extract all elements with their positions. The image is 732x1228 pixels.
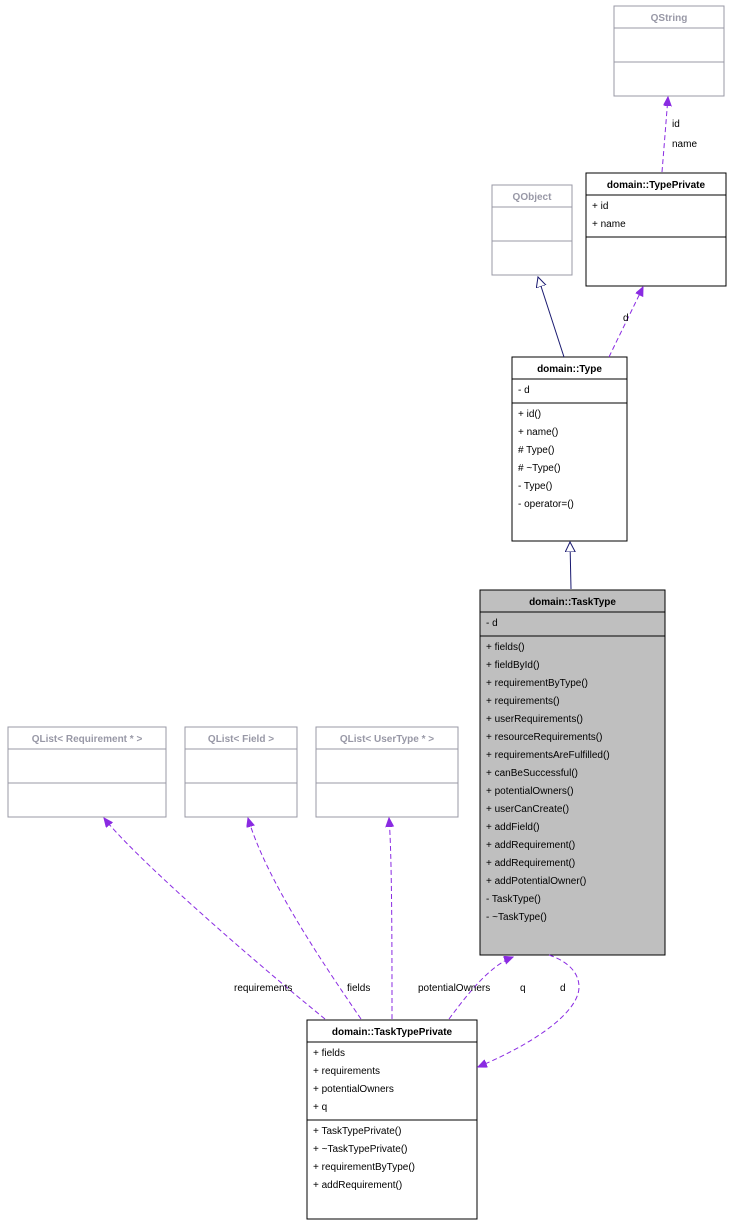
svg-text:+ canBeSuccessful(): + canBeSuccessful() (486, 768, 578, 779)
svg-text:# Type(): # Type() (518, 445, 555, 456)
uml-diagram: QStringdomain::TypePrivate+ id+ name QObj… (4, 4, 728, 1224)
svg-text:QObject: QObject (513, 192, 553, 203)
svg-text:+ fields(): + fields() (486, 642, 525, 653)
svg-text:+ addRequirement(): + addRequirement() (486, 840, 575, 851)
svg-text:+ id(): + id() (518, 409, 541, 420)
svg-text:+ id: + id (592, 201, 608, 212)
svg-text:+ name(): + name() (518, 427, 558, 438)
svg-text:name: name (672, 139, 697, 150)
svg-text:+ ~TaskTypePrivate(): + ~TaskTypePrivate() (313, 1144, 407, 1155)
svg-text:fields: fields (347, 983, 370, 994)
svg-text:+ requirements(): + requirements() (486, 696, 560, 707)
svg-text:QList< UserType * >: QList< UserType * > (340, 734, 434, 745)
svg-text:+ addPotentialOwner(): + addPotentialOwner() (486, 876, 586, 887)
class-QObject: QObject (492, 185, 572, 275)
svg-text:QList< Field >: QList< Field > (208, 734, 274, 745)
svg-text:- ~TaskType(): - ~TaskType() (486, 912, 547, 923)
class-domain::Type: domain::Type- d+ id()+ name()# Type()# ~… (512, 357, 627, 541)
class-QString: QString (614, 6, 724, 96)
svg-text:QString: QString (651, 13, 688, 24)
svg-text:+ q: + q (313, 1102, 327, 1113)
svg-text:+ fieldById(): + fieldById() (486, 660, 540, 671)
svg-text:+ resourceRequirements(): + resourceRequirements() (486, 732, 602, 743)
svg-text:+ userRequirements(): + userRequirements() (486, 714, 583, 725)
class-domain::TaskTypePrivate: domain::TaskTypePrivate+ fields+ require… (307, 1020, 477, 1219)
svg-text:domain::TaskType: domain::TaskType (529, 597, 616, 608)
svg-text:domain::Type: domain::Type (537, 364, 602, 375)
svg-text:+ requirementByType(): + requirementByType() (486, 678, 588, 689)
svg-text:id: id (672, 119, 680, 130)
class-QList< Requirement * >: QList< Requirement * > (8, 727, 166, 817)
class-QList< UserType * >: QList< UserType * > (316, 727, 458, 817)
svg-text:- Type(): - Type() (518, 481, 552, 492)
class-domain::TaskType: domain::TaskType- d+ fields()+ fieldById… (480, 590, 665, 955)
class-QList< Field >: QList< Field > (185, 727, 297, 817)
svg-text:- TaskType(): - TaskType() (486, 894, 541, 905)
svg-text:+ requirementsAreFulfilled(): + requirementsAreFulfilled() (486, 750, 610, 761)
svg-text:+ potentialOwners(): + potentialOwners() (486, 786, 574, 797)
svg-text:+ addRequirement(): + addRequirement() (313, 1180, 402, 1191)
svg-text:+ addRequirement(): + addRequirement() (486, 858, 575, 869)
svg-text:- d: - d (518, 385, 530, 396)
svg-text:domain::TypePrivate: domain::TypePrivate (607, 180, 706, 191)
svg-text:domain::TaskTypePrivate: domain::TaskTypePrivate (332, 1027, 453, 1038)
svg-text:d: d (623, 313, 629, 324)
svg-text:d: d (560, 983, 566, 994)
svg-text:+ name: + name (592, 219, 626, 230)
svg-text:potentialOwners: potentialOwners (418, 983, 490, 994)
svg-text:- d: - d (486, 618, 498, 629)
svg-text:+ userCanCreate(): + userCanCreate() (486, 804, 569, 815)
svg-text:# ~Type(): # ~Type() (518, 463, 561, 474)
svg-text:+ requirementByType(): + requirementByType() (313, 1162, 415, 1173)
svg-text:+ fields: + fields (313, 1048, 345, 1059)
svg-text:+ addField(): + addField() (486, 822, 540, 833)
svg-text:q: q (520, 983, 526, 994)
svg-text:requirements: requirements (234, 983, 292, 994)
svg-text:QList< Requirement * >: QList< Requirement * > (32, 734, 143, 745)
svg-text:- operator=(): - operator=() (518, 499, 574, 510)
svg-text:+ potentialOwners: + potentialOwners (313, 1084, 394, 1095)
svg-text:+ TaskTypePrivate(): + TaskTypePrivate() (313, 1126, 401, 1137)
svg-text:+ requirements: + requirements (313, 1066, 380, 1077)
class-domain::TypePrivate: domain::TypePrivate+ id+ name (586, 173, 726, 286)
